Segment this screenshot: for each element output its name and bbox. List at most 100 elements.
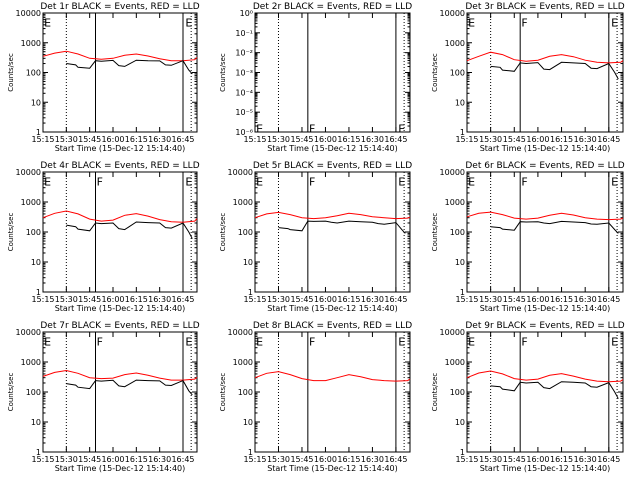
x-tick-label: 15:15 — [243, 135, 266, 144]
panel-title: Det 2r BLACK = Events, RED = LLD — [253, 2, 412, 12]
y-tick-label: 10 — [455, 418, 465, 427]
y-tick-label: 10000 — [16, 9, 41, 18]
x-tick-label: 16:00 — [526, 455, 549, 464]
panel-7: Det 7r BLACK = Events, RED = LLD 1 10 100 10… — [7, 321, 200, 473]
event-letter: E — [468, 176, 475, 189]
x-tick-label: 15:45 — [290, 295, 313, 304]
x-tick-label: 16:30 — [574, 135, 597, 144]
series-line-lld — [42, 369, 198, 381]
x-tick-label: 16:45 — [171, 135, 194, 144]
x-axis-label: Start Time (15-Dec-12 15:14:40) — [480, 464, 611, 473]
x-tick-label: 16:00 — [526, 135, 549, 144]
x-tick-label: 16:15 — [337, 455, 360, 464]
y-tick-label: 10⁻³ — [235, 69, 253, 78]
x-axis-label: Start Time (15-Dec-12 15:14:40) — [480, 144, 611, 153]
plot-frame — [254, 12, 411, 133]
x-tick-label: 16:30 — [574, 295, 597, 304]
panel-1: Det 1r BLACK = Events, RED = LLD 1 10 100 10… — [7, 2, 200, 153]
y-tick-label: 100 — [450, 388, 465, 397]
panel-2: Det 2r BLACK = Events, RED = LLD 10⁻⁶ 10⁻⁵… — [219, 2, 412, 153]
y-tick-label: 1 — [36, 448, 41, 457]
series-line-events — [66, 379, 193, 396]
y-tick-label: 1 — [460, 128, 465, 137]
y-tick-label: 100 — [238, 228, 253, 237]
event-letter: E — [611, 176, 618, 189]
y-tick-label: 1 — [36, 128, 41, 137]
panel-title: Det 1r BLACK = Events, RED = LLD — [40, 2, 199, 12]
event-letter: E — [44, 336, 51, 349]
event-letter: E — [468, 17, 475, 30]
y-tick-label: 10000 — [440, 9, 465, 18]
series-line-events — [490, 381, 619, 399]
y-tick-label: 10⁰ — [240, 9, 253, 18]
x-tick-label: 16:15 — [337, 295, 360, 304]
plot-frame — [466, 12, 624, 133]
series-line-lld — [42, 50, 198, 62]
y-tick-label: 1000 — [21, 39, 41, 48]
x-tick-label: 16:45 — [384, 295, 407, 304]
y-tick-label: 10 — [31, 418, 41, 427]
series-line-events — [278, 220, 406, 234]
y-tick-label: 10 — [455, 258, 465, 267]
y-axis-label: Counts/sec — [7, 213, 15, 252]
y-tick-label: 10⁻⁴ — [235, 88, 253, 97]
x-tick-label: 16:45 — [171, 295, 194, 304]
x-tick-label: 16:45 — [597, 295, 620, 304]
y-tick-label: 1 — [248, 448, 253, 457]
y-tick-label: 10000 — [228, 328, 253, 337]
series-line-lld — [466, 51, 624, 64]
x-tick-label: 16:30 — [148, 455, 171, 464]
x-tick-label: 15:45 — [503, 135, 526, 144]
x-tick-label: 16:15 — [550, 295, 573, 304]
y-tick-label: 1 — [36, 288, 41, 297]
x-tick-label: 15:30 — [267, 295, 290, 304]
y-tick-label: 10⁻² — [235, 49, 253, 58]
y-tick-label: 100 — [26, 228, 41, 237]
y-tick-label: 100 — [26, 69, 41, 78]
x-tick-label: 16:00 — [101, 295, 124, 304]
x-tick-label: 15:45 — [290, 135, 313, 144]
x-tick-label: 15:30 — [267, 135, 290, 144]
series-line-events — [66, 221, 193, 239]
x-tick-label: 16:00 — [314, 455, 337, 464]
series-line-events — [66, 59, 193, 75]
y-tick-label: 10000 — [440, 328, 465, 337]
x-axis-label: Start Time (15-Dec-12 15:14:40) — [55, 304, 186, 313]
panel-3: Det 3r BLACK = Events, RED = LLD 1 10 100 10… — [431, 2, 625, 153]
y-tick-label: 1000 — [233, 358, 253, 367]
y-tick-label: 1000 — [445, 198, 465, 207]
x-tick-label: 16:45 — [384, 455, 407, 464]
x-tick-label: 15:45 — [78, 135, 101, 144]
x-tick-label: 16:30 — [148, 135, 171, 144]
x-tick-label: 16:45 — [597, 135, 620, 144]
x-tick-label: 15:15 — [455, 295, 478, 304]
y-tick-label: 10 — [31, 98, 41, 107]
y-tick-label: 1 — [248, 288, 253, 297]
panel-title: Det 4r BLACK = Events, RED = LLD — [40, 161, 199, 171]
series-line-lld — [254, 211, 411, 220]
event-letter: E — [256, 122, 263, 135]
series-line-lld — [466, 370, 624, 383]
y-tick-label: 10000 — [16, 168, 41, 177]
x-tick-label: 15:15 — [31, 295, 54, 304]
x-tick-label: 16:30 — [574, 455, 597, 464]
event-letter: E — [44, 17, 51, 30]
x-tick-label: 16:30 — [148, 295, 171, 304]
y-tick-label: 10 — [243, 418, 253, 427]
x-tick-label: 16:45 — [384, 135, 407, 144]
event-letter: E — [398, 336, 405, 349]
y-tick-label: 1 — [460, 288, 465, 297]
y-tick-label: 10 — [31, 258, 41, 267]
y-tick-label: 1000 — [445, 358, 465, 367]
event-letter: E — [256, 176, 263, 189]
y-tick-label: 100 — [450, 228, 465, 237]
x-tick-label: 15:30 — [55, 135, 78, 144]
event-letter: E — [256, 336, 263, 349]
y-tick-label: 100 — [450, 69, 465, 78]
x-axis-label: Start Time (15-Dec-12 15:14:40) — [55, 144, 186, 153]
x-tick-label: 16:15 — [550, 455, 573, 464]
x-tick-label: 16:45 — [171, 455, 194, 464]
series-line-events — [490, 220, 619, 234]
x-tick-label: 15:15 — [455, 455, 478, 464]
